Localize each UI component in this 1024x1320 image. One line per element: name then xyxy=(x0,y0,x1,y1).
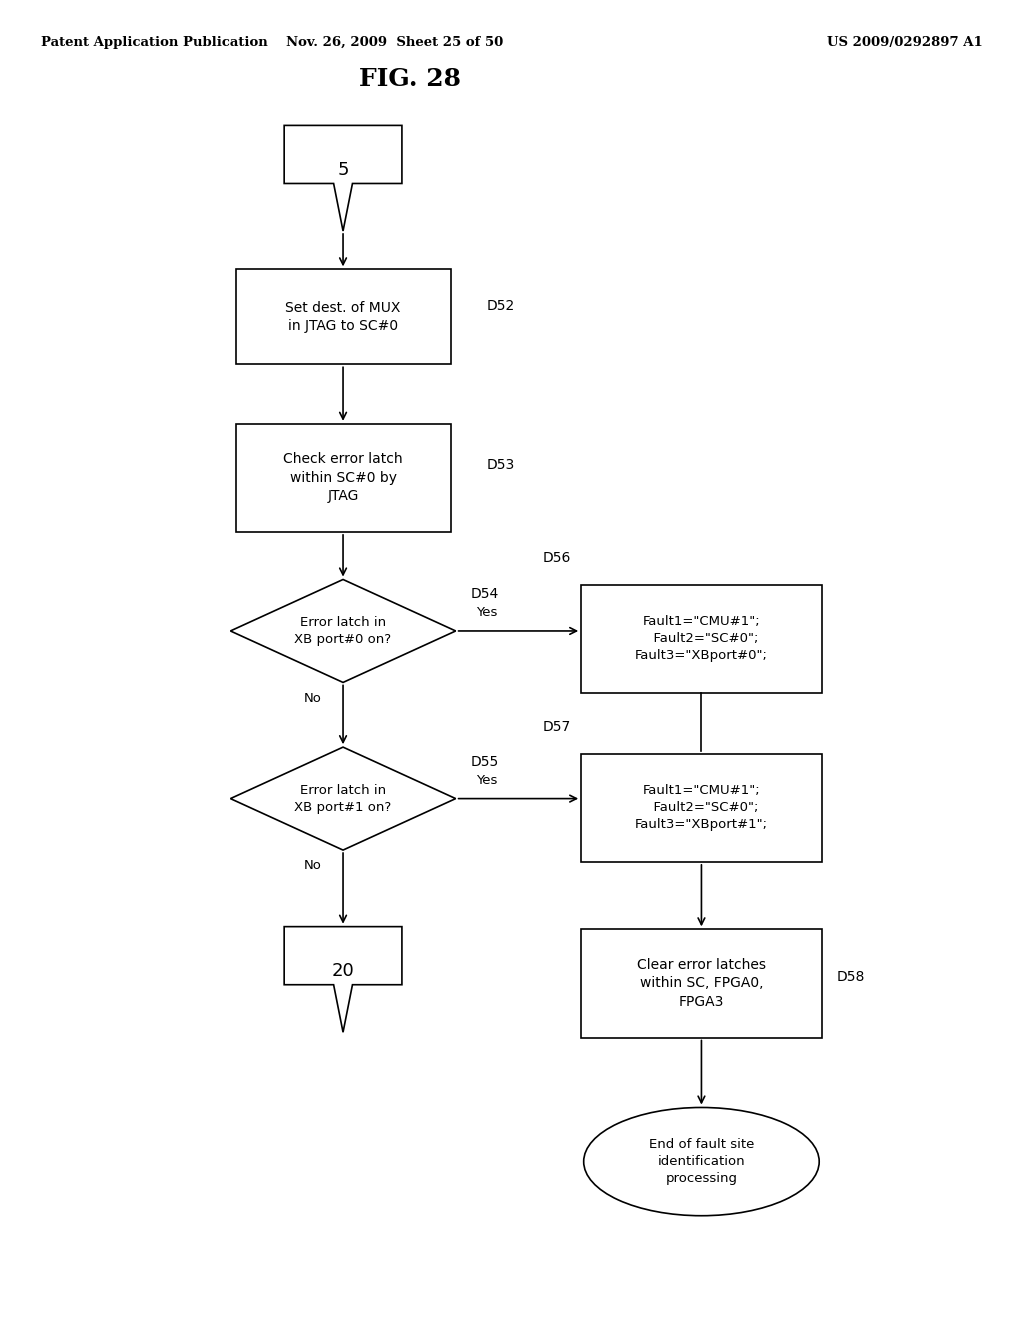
Text: Yes: Yes xyxy=(476,774,497,787)
Text: Fault1="CMU#1";
  Fault2="SC#0";
Fault3="XBport#0";: Fault1="CMU#1"; Fault2="SC#0"; Fault3="X… xyxy=(635,615,768,663)
Bar xyxy=(582,929,822,1038)
Text: Yes: Yes xyxy=(476,606,497,619)
Text: D58: D58 xyxy=(838,970,865,983)
Text: D54: D54 xyxy=(471,587,500,601)
Text: D56: D56 xyxy=(543,552,571,565)
Ellipse shape xyxy=(584,1107,819,1216)
Polygon shape xyxy=(230,579,456,682)
Text: 20: 20 xyxy=(332,962,354,979)
Text: Patent Application Publication: Patent Application Publication xyxy=(41,36,267,49)
Text: D55: D55 xyxy=(471,755,500,768)
Text: Set dest. of MUX
in JTAG to SC#0: Set dest. of MUX in JTAG to SC#0 xyxy=(286,301,400,333)
Bar xyxy=(236,424,451,532)
Text: End of fault site
identification
processing: End of fault site identification process… xyxy=(649,1138,754,1185)
Polygon shape xyxy=(285,125,401,231)
Text: Check error latch
within SC#0 by
JTAG: Check error latch within SC#0 by JTAG xyxy=(284,453,402,503)
Polygon shape xyxy=(230,747,456,850)
Text: FIG. 28: FIG. 28 xyxy=(358,67,461,91)
Bar xyxy=(236,269,451,364)
Text: D53: D53 xyxy=(486,458,515,471)
Text: D52: D52 xyxy=(486,300,515,313)
Text: No: No xyxy=(303,859,322,873)
Text: Error latch in
XB port#1 on?: Error latch in XB port#1 on? xyxy=(295,784,391,813)
Text: D57: D57 xyxy=(543,721,571,734)
Text: No: No xyxy=(303,692,322,705)
Bar xyxy=(582,754,822,862)
Text: Fault1="CMU#1";
  Fault2="SC#0";
Fault3="XBport#1";: Fault1="CMU#1"; Fault2="SC#0"; Fault3="X… xyxy=(635,784,768,832)
Text: US 2009/0292897 A1: US 2009/0292897 A1 xyxy=(827,36,983,49)
Text: Error latch in
XB port#0 on?: Error latch in XB port#0 on? xyxy=(295,616,391,645)
Text: 5: 5 xyxy=(337,161,349,178)
Polygon shape xyxy=(285,927,401,1032)
Text: Nov. 26, 2009  Sheet 25 of 50: Nov. 26, 2009 Sheet 25 of 50 xyxy=(286,36,503,49)
Bar xyxy=(582,585,822,693)
Text: Clear error latches
within SC, FPGA0,
FPGA3: Clear error latches within SC, FPGA0, FP… xyxy=(637,958,766,1008)
